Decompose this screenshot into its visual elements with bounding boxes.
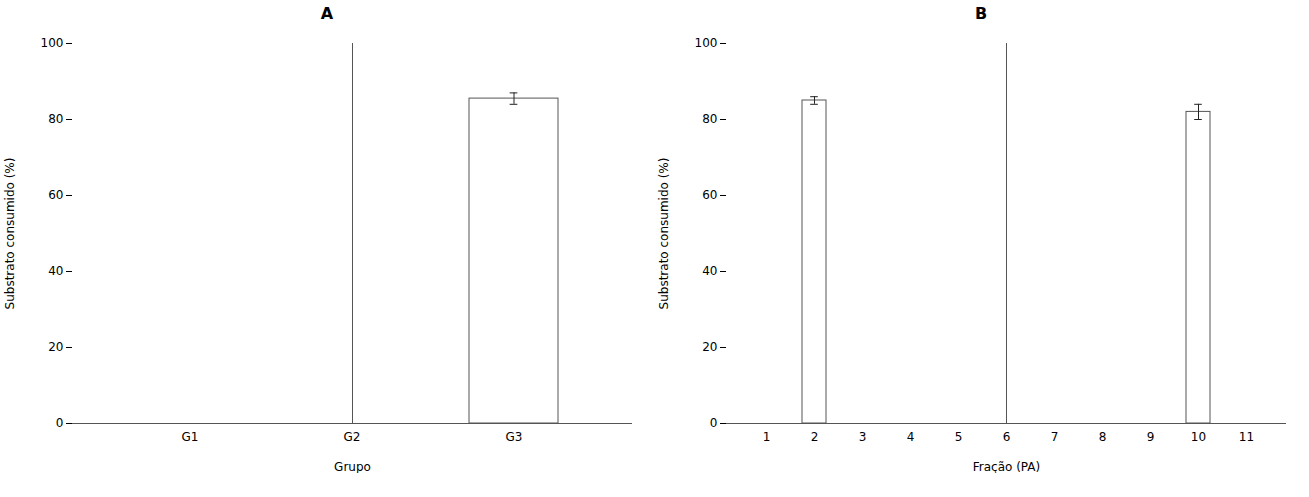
- svg-text:10: 10: [1191, 430, 1206, 444]
- svg-text:G3: G3: [506, 430, 523, 444]
- svg-text:11: 11: [1239, 430, 1254, 444]
- svg-text:8: 8: [1099, 430, 1107, 444]
- svg-text:9: 9: [1147, 430, 1155, 444]
- svg-text:1: 1: [763, 430, 771, 444]
- svg-text:20: 20: [48, 340, 63, 354]
- html-text:B: B: [974, 4, 988, 23]
- html-text:A: A: [320, 4, 334, 23]
- svg-text:G2: G2: [344, 430, 361, 444]
- svg-text:20: 20: [702, 340, 717, 354]
- svg-text:6: 6: [1003, 430, 1011, 444]
- svg-text:40: 40: [48, 264, 63, 278]
- svg-text:Grupo: Grupo: [334, 460, 371, 474]
- svg-text:4: 4: [907, 430, 915, 444]
- svg-text:3: 3: [859, 430, 867, 444]
- svg-text:0: 0: [56, 416, 64, 430]
- svg-text:60: 60: [702, 188, 717, 202]
- svg-text:5: 5: [955, 430, 963, 444]
- svg-text:Substrato consumido (%): Substrato consumido (%): [3, 158, 17, 310]
- svg-text:7: 7: [1051, 430, 1059, 444]
- svg-text:Fração (PA): Fração (PA): [973, 460, 1040, 474]
- svg-text:80: 80: [702, 112, 717, 126]
- svg-text:100: 100: [41, 36, 64, 50]
- svg-text:80: 80: [48, 112, 63, 126]
- svg-text:0: 0: [710, 416, 718, 430]
- svg-text:100: 100: [695, 36, 718, 50]
- svg-text:60: 60: [48, 188, 63, 202]
- svg-text:40: 40: [702, 264, 717, 278]
- svg-text:Substrato consumido (%): Substrato consumido (%): [657, 158, 671, 310]
- svg-text:2: 2: [811, 430, 819, 444]
- svg-text:G1: G1: [182, 430, 199, 444]
